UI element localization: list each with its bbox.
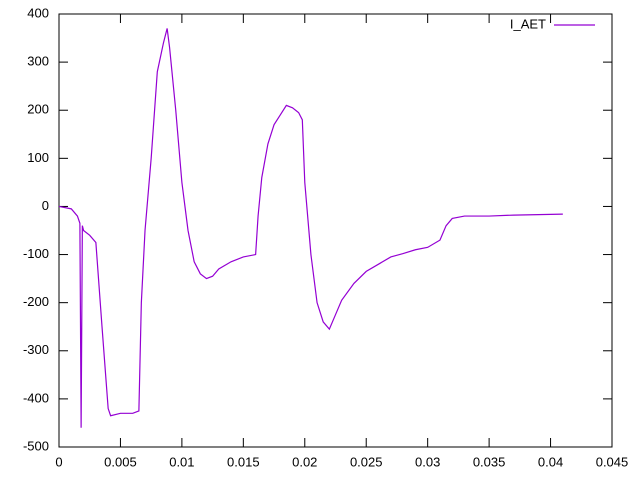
x-tick-label: 0.025	[350, 454, 383, 469]
x-tick-label: 0.03	[415, 454, 440, 469]
x-tick-label: 0.045	[596, 454, 629, 469]
series-line	[58, 28, 563, 428]
y-tick-label: 300	[27, 54, 49, 69]
x-tick-label: 0.01	[169, 454, 194, 469]
x-tick-label: 0.035	[473, 454, 506, 469]
x-tick-label: 0	[55, 454, 62, 469]
y-tick-label: 100	[27, 150, 49, 165]
y-tick-label: -300	[23, 342, 49, 357]
y-tick-label: 0	[42, 198, 49, 213]
y-tick-label: -100	[23, 246, 49, 261]
y-tick-label: 200	[27, 102, 49, 117]
y-tick-label: 400	[27, 5, 49, 20]
y-tick-label: -400	[23, 390, 49, 405]
y-tick-label: -200	[23, 294, 49, 309]
y-tick-label: -500	[23, 438, 49, 453]
x-tick-label: 0.015	[227, 454, 260, 469]
x-tick-label: 0.02	[292, 454, 317, 469]
x-tick-label: 0.04	[538, 454, 563, 469]
legend-label: I_AET	[510, 16, 546, 31]
plot-border	[58, 13, 613, 448]
x-tick-label: 0.005	[104, 454, 137, 469]
